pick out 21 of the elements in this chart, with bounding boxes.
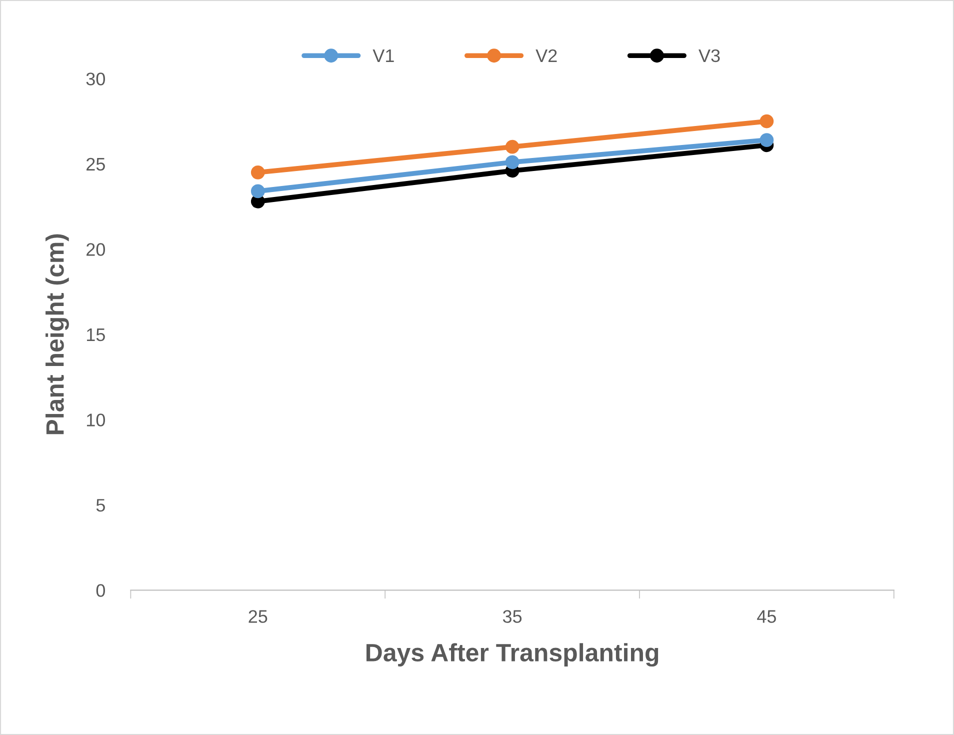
y-tick-label: 20	[86, 243, 105, 256]
point	[250, 165, 265, 180]
y-tick-label: 25	[86, 158, 105, 171]
point	[760, 133, 774, 147]
x-tick-label: 45	[757, 610, 776, 623]
legend-label: V1	[372, 50, 394, 62]
legend-label: V2	[536, 49, 557, 62]
x-tick-label: 35	[502, 610, 522, 623]
point	[505, 140, 520, 154]
y-tick-label: 0	[96, 584, 105, 597]
y-tick-label: 30	[86, 72, 105, 86]
y-tick-label: 10	[86, 414, 105, 426]
point	[250, 184, 265, 198]
x-tick-label: 25	[248, 610, 268, 623]
point	[760, 114, 774, 128]
y-axis-title: Plant height (cm)	[46, 234, 69, 434]
x-axis-title: Days After Transplanting	[366, 643, 658, 667]
y-tick-label: 15	[86, 328, 105, 342]
y-tick-label: 5	[96, 499, 105, 512]
point	[505, 155, 520, 170]
legend-label: V3	[698, 49, 720, 62]
